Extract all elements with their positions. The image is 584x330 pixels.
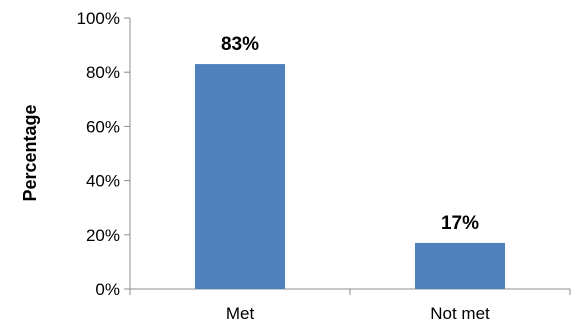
y-axis-title: Percentage bbox=[20, 104, 40, 201]
y-tick-label: 0% bbox=[95, 280, 120, 299]
bars bbox=[195, 64, 505, 289]
x-category-label: Not met bbox=[430, 304, 490, 323]
y-axis: 0% 20% 40% 60% 80% 100% bbox=[77, 9, 131, 299]
bar-met bbox=[195, 64, 285, 289]
y-tick-label: 20% bbox=[86, 226, 120, 245]
x-category-label: Met bbox=[226, 304, 255, 323]
data-label: 83% bbox=[221, 34, 259, 55]
data-label: 17% bbox=[441, 213, 479, 234]
y-tick-label: 60% bbox=[86, 117, 120, 136]
bar-not-met bbox=[415, 242, 505, 289]
x-axis: Met Not met bbox=[129, 288, 571, 323]
data-labels: 83% 17% bbox=[221, 34, 479, 234]
y-tick-label: 100% bbox=[77, 9, 120, 28]
y-tick-label: 40% bbox=[86, 172, 120, 191]
y-tick-label: 80% bbox=[86, 63, 120, 82]
